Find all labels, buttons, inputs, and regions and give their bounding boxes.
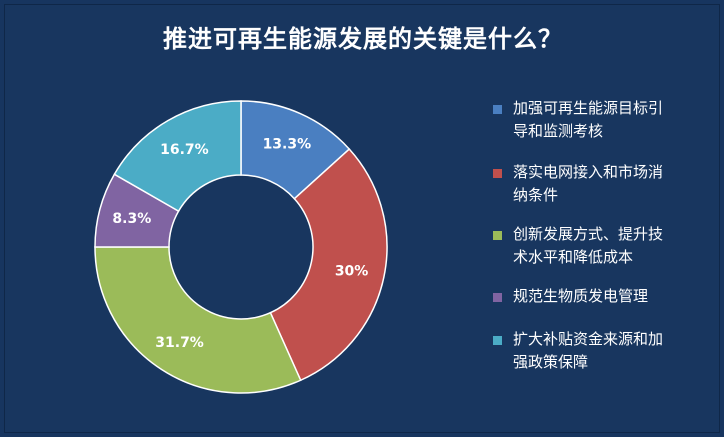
data-label-5: 16.7%	[160, 142, 209, 158]
legend-swatch-4	[493, 293, 502, 302]
donut-slice-3	[94, 246, 302, 394]
data-label-2: 30%	[335, 263, 369, 279]
legend-swatch-5	[493, 336, 502, 345]
data-label-4: 8.3%	[112, 211, 151, 227]
legend-swatch-3	[493, 231, 502, 240]
donut-slice-2	[269, 148, 388, 382]
legend-item-2: 落实电网接入和市场消 纳条件	[493, 161, 708, 207]
chart-frame: 推进可再生能源发展的关键是什么？ 13.3% 30% 31.7% 8.3% 16.7% …	[4, 4, 720, 433]
legend-label-3-line-1: 创新发展方式、提升技	[513, 225, 664, 243]
legend-item-1: 加强可再生能源目标引 导和监测考核	[493, 97, 708, 143]
legend-item-5: 扩大补贴资金来源和加 强政策保障	[493, 328, 708, 374]
legend-swatch-1	[493, 105, 502, 114]
legend-label-2-line-2: 纳条件	[513, 186, 559, 204]
legend-item-3: 创新发展方式、提升技 术水平和降低成本	[493, 223, 708, 269]
data-label-1: 13.3%	[263, 137, 312, 153]
legend-item-4: 规范生物质发电管理	[493, 285, 708, 308]
data-label-3: 31.7%	[155, 335, 204, 351]
legend-label-3-line-2: 术水平和降低成本	[513, 248, 634, 266]
legend-swatch-2	[493, 169, 502, 178]
donut-slice-5	[113, 100, 242, 213]
chart-title: 推进可再生能源发展的关键是什么？	[163, 25, 563, 53]
legend-label-1-line-2: 导和监测考核	[513, 122, 604, 140]
legend-label-4-line-1: 规范生物质发电管理	[513, 287, 649, 305]
chart-legend: 加强可再生能源目标引 导和监测考核 落实电网接入和市场消 纳条件 创新发展方式、提升技术…	[493, 97, 708, 374]
legend-label-5-line-1: 扩大补贴资金来源和加	[513, 330, 664, 348]
donut-chart: 13.3% 30% 31.7% 8.3% 16.7%	[94, 100, 388, 394]
legend-label-5-line-2: 强政策保障	[513, 353, 589, 371]
legend-label-2-line-1: 落实电网接入和市场消	[513, 163, 664, 181]
legend-label-1-line-1: 加强可再生能源目标引	[513, 99, 664, 117]
